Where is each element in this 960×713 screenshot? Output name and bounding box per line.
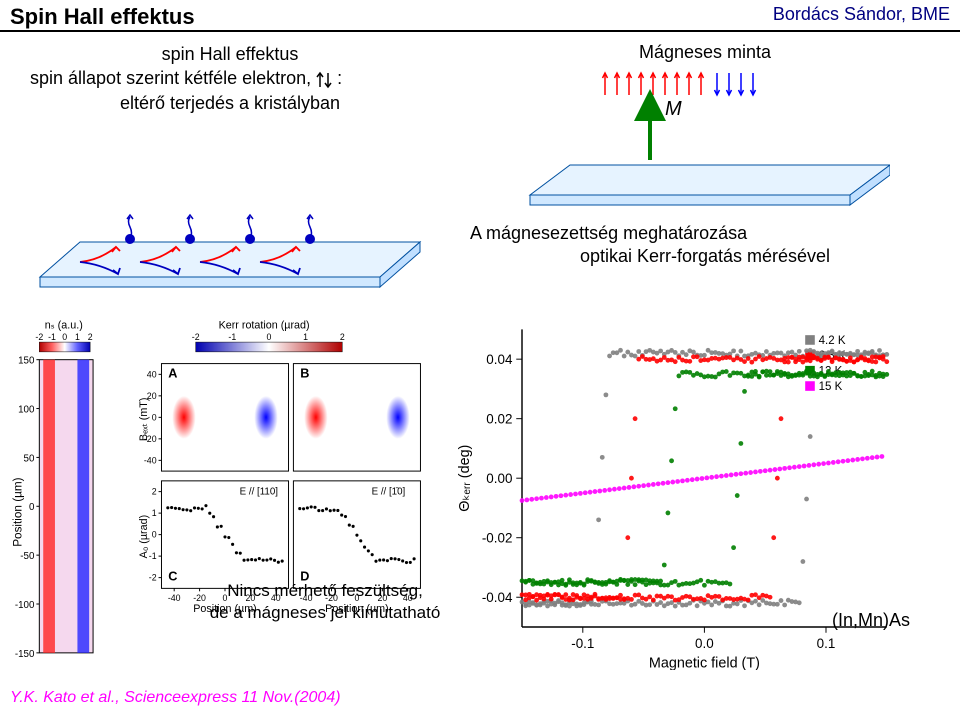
svg-text:E // [1̄0]: E // [1̄0] <box>372 487 406 498</box>
svg-text:-2: -2 <box>149 573 157 583</box>
slab-top <box>530 165 890 195</box>
figures-row: nₛ (a.u.) -2-1012 -150-100-5005010 <box>0 307 960 670</box>
svg-text:0: 0 <box>152 530 157 540</box>
slab-row: A mágnesezettség meghatározása optikai K… <box>0 212 960 307</box>
svg-text:-2: -2 <box>192 332 200 342</box>
svg-text:A₀ (µrad): A₀ (µrad) <box>138 515 150 559</box>
magtext-l1: A mágnesezettség meghatározása <box>470 222 940 245</box>
page-title: Spin Hall effektus <box>10 4 195 30</box>
svg-text:Position (µm): Position (µm) <box>12 477 25 546</box>
nincs-line2: de a mágneses jel kimutatható <box>190 602 460 624</box>
svg-text:-40: -40 <box>168 593 181 603</box>
top-row: spin Hall effektus spin állapot szerint … <box>0 32 960 212</box>
svg-text:-50: -50 <box>20 551 35 562</box>
svg-text:1: 1 <box>75 332 80 342</box>
svg-text:0.00: 0.00 <box>486 471 512 486</box>
svg-text:2: 2 <box>340 332 345 342</box>
lt-line1: spin Hall effektus <box>30 42 430 66</box>
svg-text:-2: -2 <box>35 332 43 342</box>
svg-text:-0.1: -0.1 <box>571 636 594 651</box>
svg-text:Magnetic field (T): Magnetic field (T) <box>649 655 760 670</box>
svg-text:C: C <box>168 570 177 584</box>
svg-text:0.1: 0.1 <box>817 636 836 651</box>
svg-text:0.04: 0.04 <box>486 352 513 367</box>
left-text-block: spin Hall effektus spin állapot szerint … <box>30 42 430 212</box>
svg-text:2: 2 <box>88 332 93 342</box>
svg-text:1: 1 <box>152 508 157 518</box>
svg-text:E // [110]: E // [110] <box>240 487 279 498</box>
magminta-label: Mágneses minta <box>470 42 940 63</box>
svg-text:A: A <box>168 366 177 380</box>
updown-arrows-icon <box>316 68 337 88</box>
svg-text:-1: -1 <box>149 551 157 561</box>
svg-text:-1: -1 <box>48 332 56 342</box>
svg-text:2: 2 <box>152 487 157 497</box>
svg-text:-150: -150 <box>15 649 35 660</box>
nincs-line1: Nincs mérhető feszültség, <box>190 580 460 602</box>
lt-line2: spin állapot szerint kétféle elektron, : <box>30 66 430 90</box>
svg-text:B: B <box>300 366 309 380</box>
svg-text:0: 0 <box>62 332 67 342</box>
svg-text:15 K: 15 K <box>819 381 843 393</box>
svg-text:4.2 K: 4.2 K <box>819 335 846 347</box>
svg-text:-0.04: -0.04 <box>482 590 513 605</box>
svg-text:100: 100 <box>18 404 35 415</box>
sample-svg: M <box>470 65 890 215</box>
svg-text:150: 150 <box>18 356 35 367</box>
magnetic-sample-diagram: Mágneses minta M <box>470 42 940 212</box>
svg-text:0.02: 0.02 <box>486 411 512 426</box>
svg-text:Bₑₓₜ (mT): Bₑₓₜ (mT) <box>138 398 150 442</box>
svg-text:-40: -40 <box>144 455 157 465</box>
lt-line3: eltérő terjedés a kristályban <box>30 91 430 115</box>
citation: Y.K. Kato et al., Scienceexpress 11 Nov.… <box>10 689 341 707</box>
svg-text:0: 0 <box>267 332 272 342</box>
magtext-l2: optikai Kerr-forgatás mérésével <box>470 245 940 268</box>
svg-text:-0.02: -0.02 <box>482 531 513 546</box>
svg-text:0: 0 <box>29 502 35 513</box>
svg-text:-1: -1 <box>228 332 236 342</box>
svg-text:Θₖₑᵣᵣ (deg): Θₖₑᵣᵣ (deg) <box>457 445 473 512</box>
nincs-block: Nincs mérhető feszültség, de a mágneses … <box>190 580 460 624</box>
svg-text:40: 40 <box>147 369 157 379</box>
svg-text:0: 0 <box>152 412 157 422</box>
header: Spin Hall effektus Bordács Sándor, BME <box>0 0 960 32</box>
author-label: Bordács Sándor, BME <box>773 4 950 25</box>
svg-text:0.0: 0.0 <box>695 636 714 651</box>
svg-text:1: 1 <box>303 332 308 342</box>
mag-text: A mágnesezettség meghatározása optikai K… <box>470 212 940 307</box>
inmnas-label: (In,Mn)As <box>832 610 910 631</box>
svg-text:Kerr rotation (µrad): Kerr rotation (µrad) <box>219 319 310 331</box>
m-label: M <box>665 98 682 120</box>
svg-text:nₛ (a.u.): nₛ (a.u.) <box>45 319 83 331</box>
svg-text:-100: -100 <box>15 600 35 611</box>
spin-slab-diagram <box>20 212 440 307</box>
svg-text:50: 50 <box>24 453 35 464</box>
